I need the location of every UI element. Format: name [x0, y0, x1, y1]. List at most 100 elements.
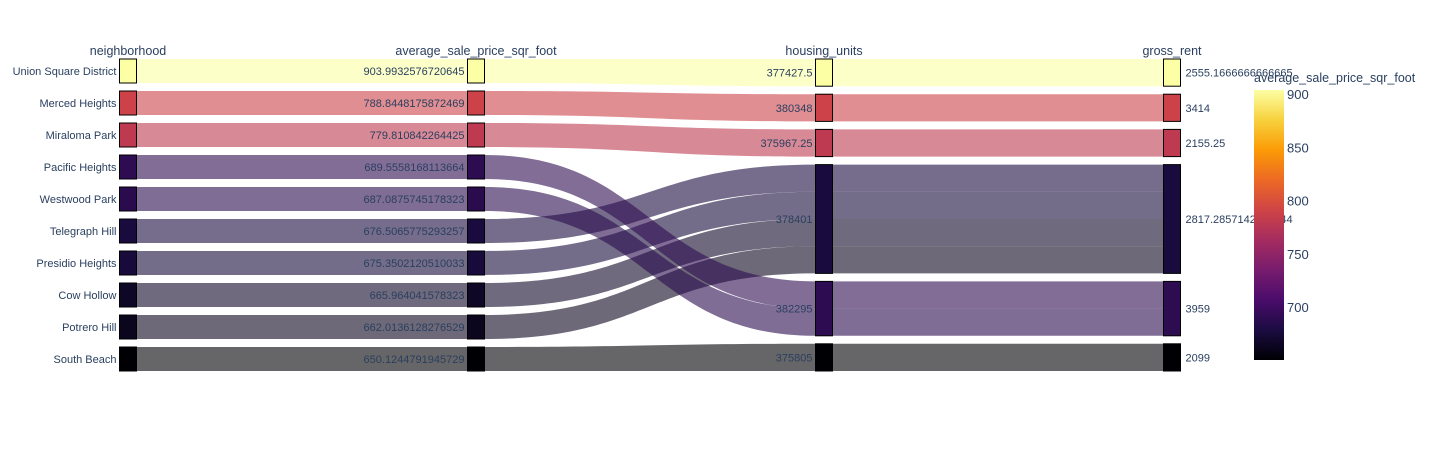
category-label: Cow Hollow [58, 290, 116, 302]
ribbon[interactable] [136, 347, 468, 371]
ribbon[interactable] [136, 187, 468, 211]
category-node[interactable] [119, 218, 137, 244]
category-labels-layer: Union Square District Merced Heights Miral… [13, 66, 1293, 366]
category-nodes-layer [119, 58, 1181, 372]
category-node[interactable] [1163, 343, 1181, 372]
category-label: 689.5558168113664 [364, 162, 464, 174]
ribbon[interactable] [832, 164, 1164, 192]
category-node[interactable] [815, 164, 833, 274]
category-node[interactable] [467, 250, 485, 276]
category-node[interactable] [467, 90, 485, 116]
colorbar-tick-label: 700 [1287, 300, 1309, 315]
category-node[interactable] [1163, 164, 1181, 274]
ribbon[interactable] [136, 91, 468, 115]
ribbon[interactable] [832, 308, 1164, 336]
category-node[interactable] [1163, 58, 1181, 87]
category-label: 662.0136128276529 [364, 322, 465, 334]
colorbar-tick-label: 900 [1287, 87, 1309, 102]
category-node[interactable] [119, 250, 137, 276]
category-label: 2099 [1186, 352, 1210, 364]
ribbons-layer [136, 59, 1164, 371]
category-label: 378401 [776, 214, 813, 226]
category-node[interactable] [119, 314, 137, 340]
category-label: Telegraph Hill [50, 226, 117, 238]
category-node[interactable] [815, 93, 833, 122]
category-node[interactable] [1163, 280, 1181, 337]
category-node[interactable] [119, 122, 137, 148]
category-node[interactable] [467, 346, 485, 372]
category-node[interactable] [467, 218, 485, 244]
category-node[interactable] [815, 280, 833, 337]
category-label: 375967.25 [761, 138, 813, 150]
category-label: 650.1244791945729 [364, 354, 465, 366]
category-node[interactable] [815, 343, 833, 372]
category-label: 375805 [776, 352, 813, 364]
colorbar-tick-label: 800 [1287, 194, 1309, 209]
dimension-title[interactable]: housing_units [785, 44, 862, 58]
ribbon[interactable] [484, 123, 816, 157]
category-node[interactable] [1163, 93, 1181, 122]
category-node[interactable] [119, 154, 137, 180]
category-label: Miraloma Park [46, 130, 117, 142]
ribbon[interactable] [832, 94, 1164, 122]
category-node[interactable] [467, 154, 485, 180]
category-label: 788.8448175872469 [364, 98, 465, 110]
dimension-title[interactable]: average_sale_price_sqr_foot [395, 44, 557, 58]
category-label: Merced Heights [39, 98, 117, 110]
category-node[interactable] [467, 282, 485, 308]
category-label: Westwood Park [40, 194, 117, 206]
category-node[interactable] [119, 186, 137, 212]
dimension-titles-layer: neighborhood average_sale_price_sqr_foot h… [90, 44, 1202, 58]
category-label: Pacific Heights [44, 162, 117, 174]
ribbon[interactable] [136, 251, 468, 275]
category-node[interactable] [467, 314, 485, 340]
category-label: 382295 [776, 304, 813, 316]
ribbon[interactable] [832, 343, 1164, 371]
ribbon[interactable] [136, 155, 468, 179]
category-label: 3414 [1186, 103, 1210, 115]
category-label: 779.810842264425 [370, 130, 465, 142]
ribbon[interactable] [136, 283, 468, 307]
category-label: 2155.25 [1186, 138, 1226, 150]
ribbon[interactable] [484, 155, 816, 309]
dimension-title[interactable]: neighborhood [90, 44, 167, 58]
category-node[interactable] [467, 186, 485, 212]
category-node[interactable] [119, 58, 137, 84]
category-node[interactable] [1163, 128, 1181, 158]
category-label: 665.964041578323 [370, 290, 465, 302]
category-label: 377427.5 [767, 68, 813, 80]
category-label: 380348 [776, 103, 813, 115]
dimension-title[interactable]: gross_rent [1142, 44, 1202, 58]
ribbon[interactable] [832, 246, 1164, 274]
ribbon[interactable] [832, 191, 1164, 219]
category-node[interactable] [815, 58, 833, 87]
category-label: Potrero Hill [62, 322, 116, 334]
ribbon[interactable] [136, 219, 468, 243]
colorbar-gradient [1254, 90, 1284, 360]
ribbon[interactable] [832, 129, 1164, 157]
category-node[interactable] [119, 90, 137, 116]
ribbon[interactable] [832, 59, 1164, 87]
colorbar-title: average_sale_price_sqr_foot [1254, 71, 1416, 85]
ribbon[interactable] [136, 123, 468, 147]
ribbon[interactable] [832, 219, 1164, 247]
ribbon[interactable] [832, 281, 1164, 309]
category-label: 675.3502120510033 [364, 258, 465, 270]
colorbar: average_sale_price_sqr_foot 700 750 800 850 9… [1254, 71, 1416, 360]
ribbon[interactable] [136, 59, 468, 83]
category-node[interactable] [119, 282, 137, 308]
category-label: 3959 [1186, 304, 1210, 316]
category-label: Union Square District [13, 66, 117, 78]
category-label: Presidio Heights [36, 258, 117, 270]
category-node[interactable] [467, 122, 485, 148]
ribbon[interactable] [484, 343, 816, 371]
ribbon[interactable] [136, 315, 468, 339]
category-node[interactable] [119, 346, 137, 372]
ribbon[interactable] [484, 187, 816, 336]
colorbar-tick-label: 750 [1287, 247, 1309, 262]
category-label: 676.5065775293257 [364, 226, 465, 238]
category-node[interactable] [467, 58, 485, 84]
ribbon[interactable] [484, 91, 816, 122]
category-node[interactable] [815, 128, 833, 158]
ribbon[interactable] [484, 59, 816, 87]
